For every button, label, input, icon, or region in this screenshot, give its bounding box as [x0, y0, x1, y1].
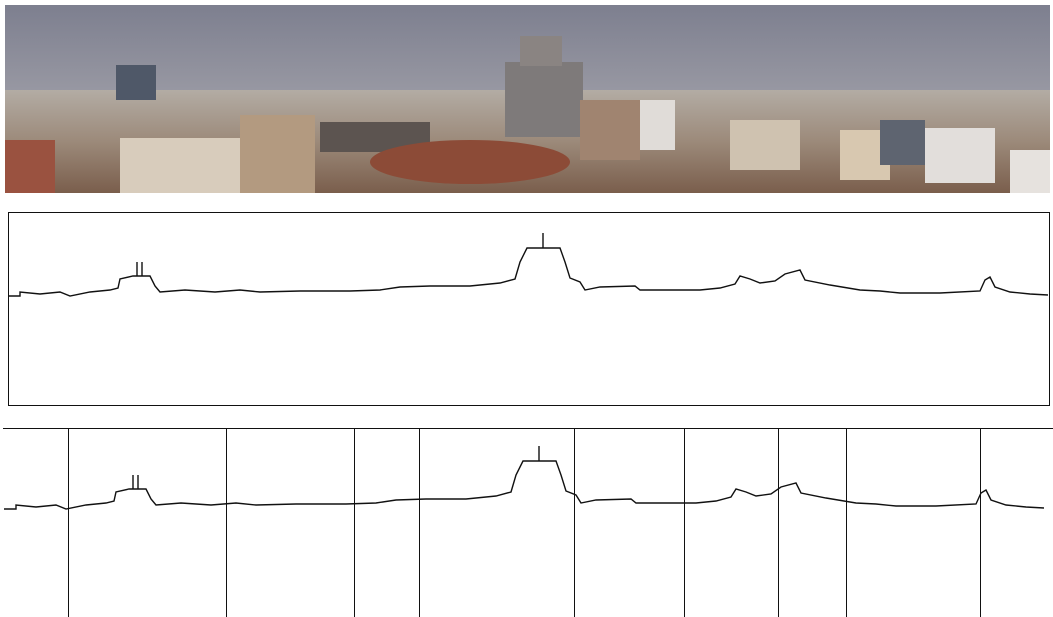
page — [0, 0, 1053, 617]
panorama-photo — [5, 5, 1050, 193]
skyline-panel — [8, 213, 1050, 406]
segmented-skyline-panel — [3, 428, 1053, 617]
figure — [0, 0, 1053, 617]
